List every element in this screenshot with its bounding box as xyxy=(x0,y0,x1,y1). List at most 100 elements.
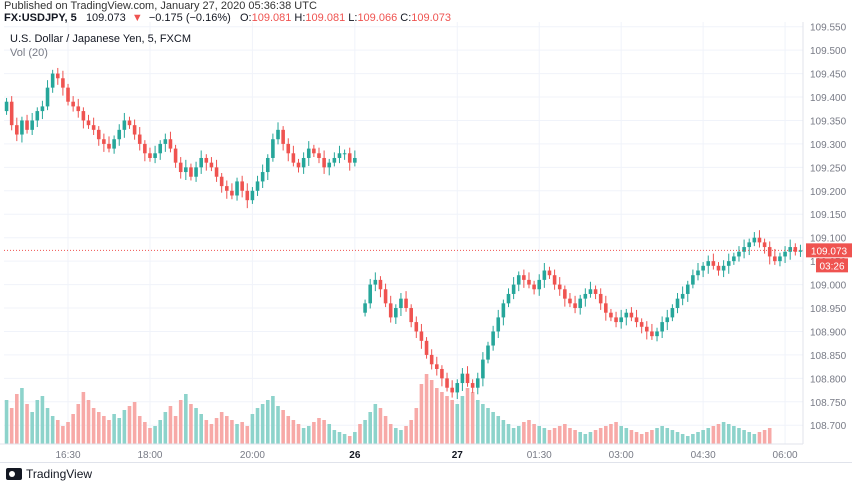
volume-bar xyxy=(634,432,639,444)
volume-bar xyxy=(117,418,122,444)
candle-body xyxy=(71,101,75,107)
candle-body xyxy=(511,284,516,294)
grid-lines xyxy=(4,22,803,444)
candle-body xyxy=(322,157,326,168)
volume-bar xyxy=(726,424,731,444)
volume-bar xyxy=(230,420,234,444)
volume-bar xyxy=(470,392,475,444)
volume-bar xyxy=(337,432,342,444)
price-axis[interactable]: 109.550 109.500 109.450 109.400 109.350 109.3… xyxy=(802,22,847,444)
volume-bar xyxy=(240,422,244,444)
price-chart[interactable]: 109.550 109.500 109.450 109.400 109.350 109.3… xyxy=(0,22,852,462)
price-tick-label: 109.250 xyxy=(810,163,847,174)
volume-bar xyxy=(696,432,700,444)
volume-bar xyxy=(168,406,173,444)
candle-body xyxy=(793,247,798,252)
symbol-label: FX:USDJPY, 5 xyxy=(4,12,77,24)
candle-body xyxy=(537,279,542,290)
candle-body xyxy=(189,167,193,177)
volume-bar xyxy=(61,426,65,444)
last-price: 109.073 xyxy=(85,12,126,24)
candle-body xyxy=(547,270,552,276)
price-tick-label: 109.550 xyxy=(810,23,847,34)
candle-body xyxy=(685,284,690,294)
candle-body xyxy=(91,125,96,130)
candle-body xyxy=(383,289,388,304)
last-price-tag-label: 109.073 xyxy=(811,246,848,257)
candle-body xyxy=(557,284,562,290)
candle-body xyxy=(639,322,644,327)
candle-body xyxy=(629,312,634,318)
candle-body xyxy=(563,289,567,299)
volume-bar xyxy=(50,416,55,444)
candle-body xyxy=(394,308,398,318)
candle-body xyxy=(117,129,122,140)
candle-body xyxy=(598,293,603,304)
volume-bar xyxy=(45,408,50,444)
volume-bar xyxy=(245,426,250,444)
volume-bar xyxy=(199,414,203,444)
volume-bar xyxy=(481,404,485,444)
candle-body xyxy=(706,261,711,266)
candle-body xyxy=(347,153,352,163)
candle-body xyxy=(583,293,588,299)
volume-bar xyxy=(373,404,378,444)
volume-bar xyxy=(312,422,316,444)
volume-bar xyxy=(178,400,183,444)
volume-bar xyxy=(219,412,224,444)
volume-bar xyxy=(552,428,557,444)
l-label: L: xyxy=(348,12,358,24)
chart-title: U.S. Dollar / Japanese Yen, 5, FXCM xyxy=(10,33,191,45)
candle-body xyxy=(737,251,741,257)
volume-bar xyxy=(81,392,86,444)
candle-body xyxy=(429,354,434,365)
price-tick-label: 109.200 xyxy=(810,187,847,198)
volume-bar xyxy=(66,422,70,444)
candle-body xyxy=(691,275,695,285)
candle-body xyxy=(542,270,547,280)
candle-body xyxy=(680,293,685,299)
volume-bars xyxy=(4,374,772,444)
candle-body xyxy=(609,312,613,318)
candle-body xyxy=(209,162,214,168)
chart-header: Published on TradingView.com, January 27… xyxy=(0,0,852,24)
candle-body xyxy=(399,298,403,309)
volume-bar xyxy=(388,424,393,444)
candle-body xyxy=(158,143,163,154)
chart-area[interactable]: 109.550 109.500 109.450 109.400 109.350 109.3… xyxy=(0,22,852,462)
candle-body xyxy=(568,298,572,304)
candle-body xyxy=(486,345,490,360)
time-axis[interactable]: 16:30 18:00 20:00 26 27 01:30 03:00 04:30 06:00 xyxy=(0,443,803,461)
candle-body xyxy=(4,101,9,112)
candle-body xyxy=(168,139,173,149)
low-value: 109.066 xyxy=(357,12,398,24)
volume-bar xyxy=(491,412,495,444)
volume-bar xyxy=(4,400,9,444)
tradingview-brand[interactable]: TradingView xyxy=(6,467,92,481)
price-tick-label: 108.950 xyxy=(810,304,847,315)
time-tick-label: 20:00 xyxy=(240,450,265,461)
candle-body xyxy=(50,73,55,88)
ohlc-legend: FX:USDJPY, 5 109.073 ▼ −0.175 (−0.16%) O… xyxy=(4,8,451,28)
candle-body xyxy=(552,275,557,285)
volume-bar xyxy=(711,426,716,444)
volume-bar xyxy=(112,414,116,444)
volume-bar xyxy=(675,432,680,444)
candle-body xyxy=(481,359,485,379)
candle-body xyxy=(721,265,726,271)
candle-body xyxy=(634,317,639,323)
volume-bar xyxy=(475,400,480,444)
candle-body xyxy=(732,256,736,262)
volume-bar xyxy=(255,408,260,444)
volume-bar xyxy=(732,426,736,444)
candle-body xyxy=(45,87,50,107)
volume-bar xyxy=(563,424,567,444)
volume-bar xyxy=(742,430,746,444)
candle-body xyxy=(15,125,19,135)
volume-bar xyxy=(629,430,634,444)
volume-bar xyxy=(450,400,454,444)
candle-body xyxy=(127,120,132,126)
volume-bar xyxy=(265,400,270,444)
candle-body xyxy=(460,373,465,384)
volume-bar xyxy=(137,416,142,444)
